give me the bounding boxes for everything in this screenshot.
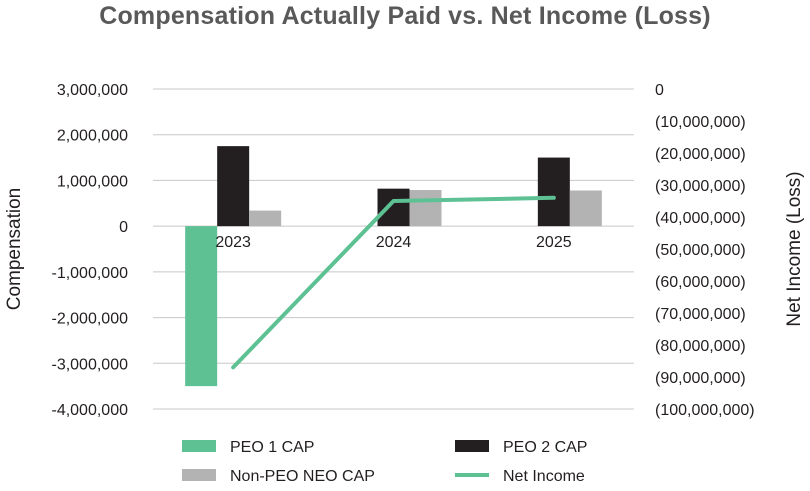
legend-swatch-non-peo-neo-cap [182, 469, 216, 481]
bar-non-peo-neo-cap-2024 [409, 190, 442, 227]
y2-tick-label: (90,000,000) [655, 370, 746, 387]
y-tick-label: -1,000,000 [51, 265, 128, 282]
bar-peo-1-cap-2023 [185, 226, 218, 387]
bar-peo-2-cap-2024 [377, 188, 410, 227]
y2-axis-title: Net Income (Loss) [784, 171, 805, 326]
y2-tick-label: (100,000,000) [655, 402, 755, 419]
y-tick-label: -3,000,000 [51, 356, 128, 373]
y2-tick-label: (70,000,000) [655, 306, 746, 323]
y-tick-label: -2,000,000 [51, 311, 128, 328]
y-tick-label: 3,000,000 [57, 82, 128, 99]
y2-tick-label: (20,000,000) [655, 146, 746, 163]
x-tick-label: 2025 [536, 234, 572, 251]
y-tick-label: 2,000,000 [57, 128, 128, 145]
legend-swatch-peo-2-cap [455, 440, 489, 452]
y-axis-title: Compensation [4, 188, 25, 311]
legend-label-non-peo-neo-cap: Non-PEO NEO CAP [230, 468, 375, 485]
y-tick-label: -4,000,000 [51, 402, 128, 419]
y2-tick-label: (40,000,000) [655, 210, 746, 227]
y2-tick-label: 0 [655, 82, 664, 99]
bars [185, 146, 602, 387]
tick-labels: 3,000,000 2,000,000 1,000,000 0 -1,000,000 -2… [51, 82, 754, 419]
legend-label-peo-1-cap: PEO 1 CAP [230, 439, 314, 456]
bar-non-peo-neo-cap-2023 [249, 210, 282, 227]
legend: PEO 1 CAP PEO 2 CAP Non-PEO NEO CAP Net Inc… [182, 439, 587, 485]
legend-label-net-income: Net Income [503, 468, 585, 485]
x-tick-label: 2023 [215, 234, 251, 251]
bar-non-peo-neo-cap-2025 [569, 190, 602, 227]
y2-tick-label: (80,000,000) [655, 338, 746, 355]
y2-tick-label: (30,000,000) [655, 178, 746, 195]
chart-title: Compensation Actually Paid vs. Net Incom… [99, 2, 711, 30]
legend-swatch-peo-1-cap [182, 440, 216, 452]
bar-peo-2-cap-2023 [217, 146, 250, 227]
y-tick-label: 1,000,000 [57, 173, 128, 190]
net-income-line-group [231, 195, 556, 370]
y2-tick-label: (60,000,000) [655, 274, 746, 291]
legend-label-peo-2-cap: PEO 2 CAP [503, 439, 587, 456]
bar-peo-2-cap-2025 [537, 157, 570, 227]
y2-tick-label: (50,000,000) [655, 242, 746, 259]
y2-tick-label: (10,000,000) [655, 114, 746, 131]
x-tick-label: 2024 [376, 234, 412, 251]
y-tick-label: 0 [119, 219, 128, 236]
